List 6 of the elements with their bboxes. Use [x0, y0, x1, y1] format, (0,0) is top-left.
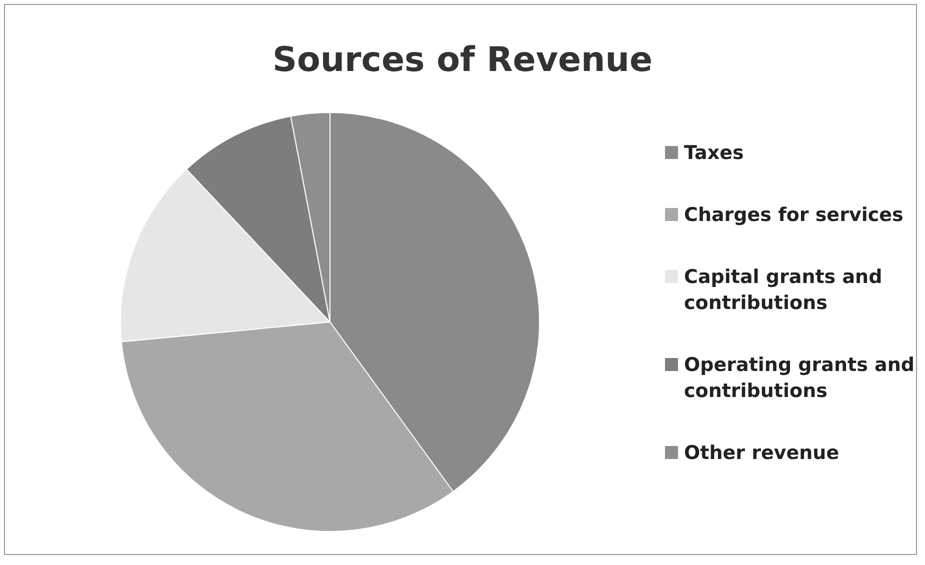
legend-label: Operating grants and contributions	[684, 353, 916, 404]
legend-label: Charges for services	[684, 203, 904, 228]
legend-label: Other revenue	[684, 441, 840, 466]
legend-label: Taxes	[684, 141, 744, 166]
chart-title: Sources of Revenue	[271, 40, 654, 80]
legend-label: Capital grants and contributions	[684, 265, 884, 316]
